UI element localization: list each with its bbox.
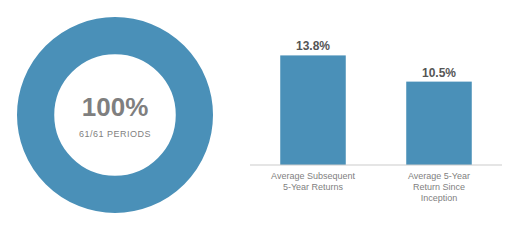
x-tick-label: Average Subsequent5-Year Returns — [271, 171, 355, 192]
center-value-label: 100% — [82, 92, 149, 122]
x-tick-label: Average 5-YearReturn SinceInception — [408, 171, 470, 203]
x-tick-label-line: Average 5-Year — [408, 171, 470, 181]
x-tick-label-line: Return Since — [413, 182, 465, 192]
bar — [406, 82, 472, 165]
bar — [280, 55, 346, 165]
x-tick-label-line: Average Subsequent — [271, 171, 355, 181]
x-axis-line — [250, 164, 502, 165]
x-tick-label-line: 5-Year Returns — [283, 182, 344, 192]
center-annotation: 61/61 PERIODS — [79, 129, 151, 139]
chart-canvas: 100% 61/61 PERIODS 13.8% Average Subsequent… — [0, 0, 512, 231]
value-label: 13.8% — [296, 39, 330, 53]
x-tick-label-line: Inception — [421, 193, 458, 203]
bars — [280, 55, 472, 165]
donut-segment — [36, 36, 195, 195]
value-label: 10.5% — [422, 66, 456, 80]
